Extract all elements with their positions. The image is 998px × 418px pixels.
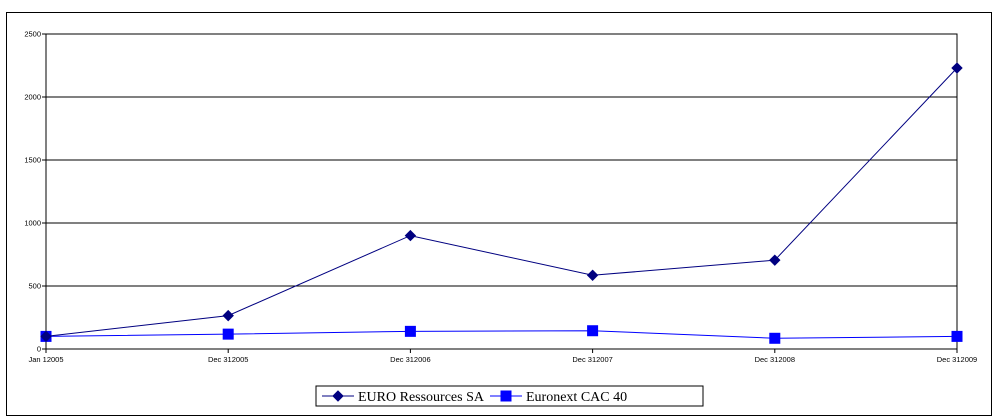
y-tick-label: 0: [37, 345, 41, 354]
data-point-square: [951, 330, 963, 342]
legend-label: EURO Ressources SA: [358, 390, 485, 405]
axes: 0 500 1000 1500 2000 2500 Jan 12005 Dec 312005 D…: [24, 30, 977, 365]
x-tick-label: Dec 312009: [937, 355, 977, 364]
legend: EURO Ressources SA Euronext CAC 40: [315, 385, 704, 407]
x-tick-label: Dec 312007: [572, 355, 612, 364]
gridlines: [46, 96, 957, 287]
series-line: [45, 67, 958, 337]
chart-frame: 0 500 1000 1500 2000 2500 Jan 12005 Dec 312005 D…: [6, 12, 992, 416]
data-point-diamond: [951, 62, 963, 74]
x-tick-label: Jan 12005: [28, 355, 63, 364]
legend-swatch-square: [500, 390, 512, 402]
data-point-square: [222, 328, 234, 340]
y-tick-label: 2500: [24, 30, 41, 39]
series-1: [40, 325, 963, 344]
data-point-square: [769, 332, 781, 344]
data-point-square: [587, 325, 599, 337]
data-point-diamond: [40, 330, 52, 343]
series-line: [45, 330, 958, 339]
x-tick-label: Dec 312008: [755, 355, 795, 364]
data-point-diamond: [222, 309, 234, 322]
y-tick-label: 1500: [24, 156, 41, 165]
legend-label: Euronext CAC 40: [526, 390, 627, 405]
plot-area: [45, 33, 958, 350]
data-point-diamond: [586, 269, 599, 281]
legend-swatch-diamond: [332, 390, 344, 402]
x-tick-label: Dec 312005: [208, 355, 248, 364]
line-chart: 0 500 1000 1500 2000 2500 Jan 12005 Dec 312005 D…: [24, 30, 977, 407]
x-tick-label: Dec 312006: [390, 355, 430, 364]
data-point-diamond: [404, 229, 417, 242]
series-0: [40, 62, 963, 343]
y-tick-label: 500: [28, 282, 41, 291]
y-tick-label: 1000: [24, 219, 41, 228]
data-point-square: [404, 325, 416, 337]
y-tick-label: 2000: [24, 93, 41, 102]
data-point-diamond: [769, 254, 781, 266]
series-lines: [40, 62, 963, 344]
